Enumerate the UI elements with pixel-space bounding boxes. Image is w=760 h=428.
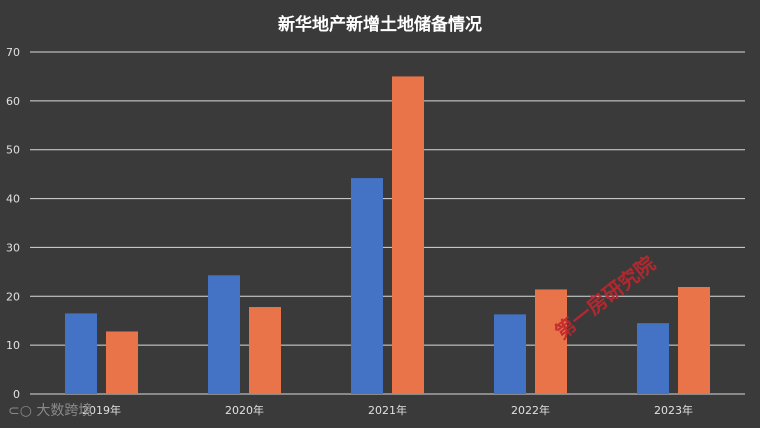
watermark-logo: ⊂○ 大数跨境 <box>8 400 92 420</box>
bar <box>208 275 240 394</box>
bar <box>494 314 526 394</box>
y-tick-label: 20 <box>6 290 20 303</box>
bar <box>535 289 567 394</box>
y-tick-label: 0 <box>13 388 20 401</box>
bar <box>678 287 710 394</box>
y-tick-label: 10 <box>6 339 20 352</box>
x-tick-label: 2020年 <box>225 403 264 417</box>
y-tick-label: 70 <box>6 46 20 59</box>
y-tick-label: 30 <box>6 241 20 254</box>
bar <box>106 331 138 394</box>
x-tick-label: 2019年 <box>82 403 121 417</box>
bar <box>351 178 383 394</box>
bar <box>392 76 424 394</box>
bar <box>249 307 281 394</box>
x-tick-label: 2021年 <box>368 403 407 417</box>
watermark-logo-text: 大数跨境 <box>36 403 93 419</box>
x-tick-label: 2023年 <box>654 403 693 417</box>
bar <box>65 313 97 394</box>
x-tick-label: 2022年 <box>511 403 550 417</box>
y-tick-label: 50 <box>6 144 20 157</box>
bar <box>637 323 669 394</box>
logo-icon: ⊂○ <box>8 403 32 419</box>
chart-title: 新华地产新增土地储备情况 <box>278 15 482 35</box>
y-tick-label: 60 <box>6 95 20 108</box>
y-tick-label: 40 <box>6 193 20 206</box>
